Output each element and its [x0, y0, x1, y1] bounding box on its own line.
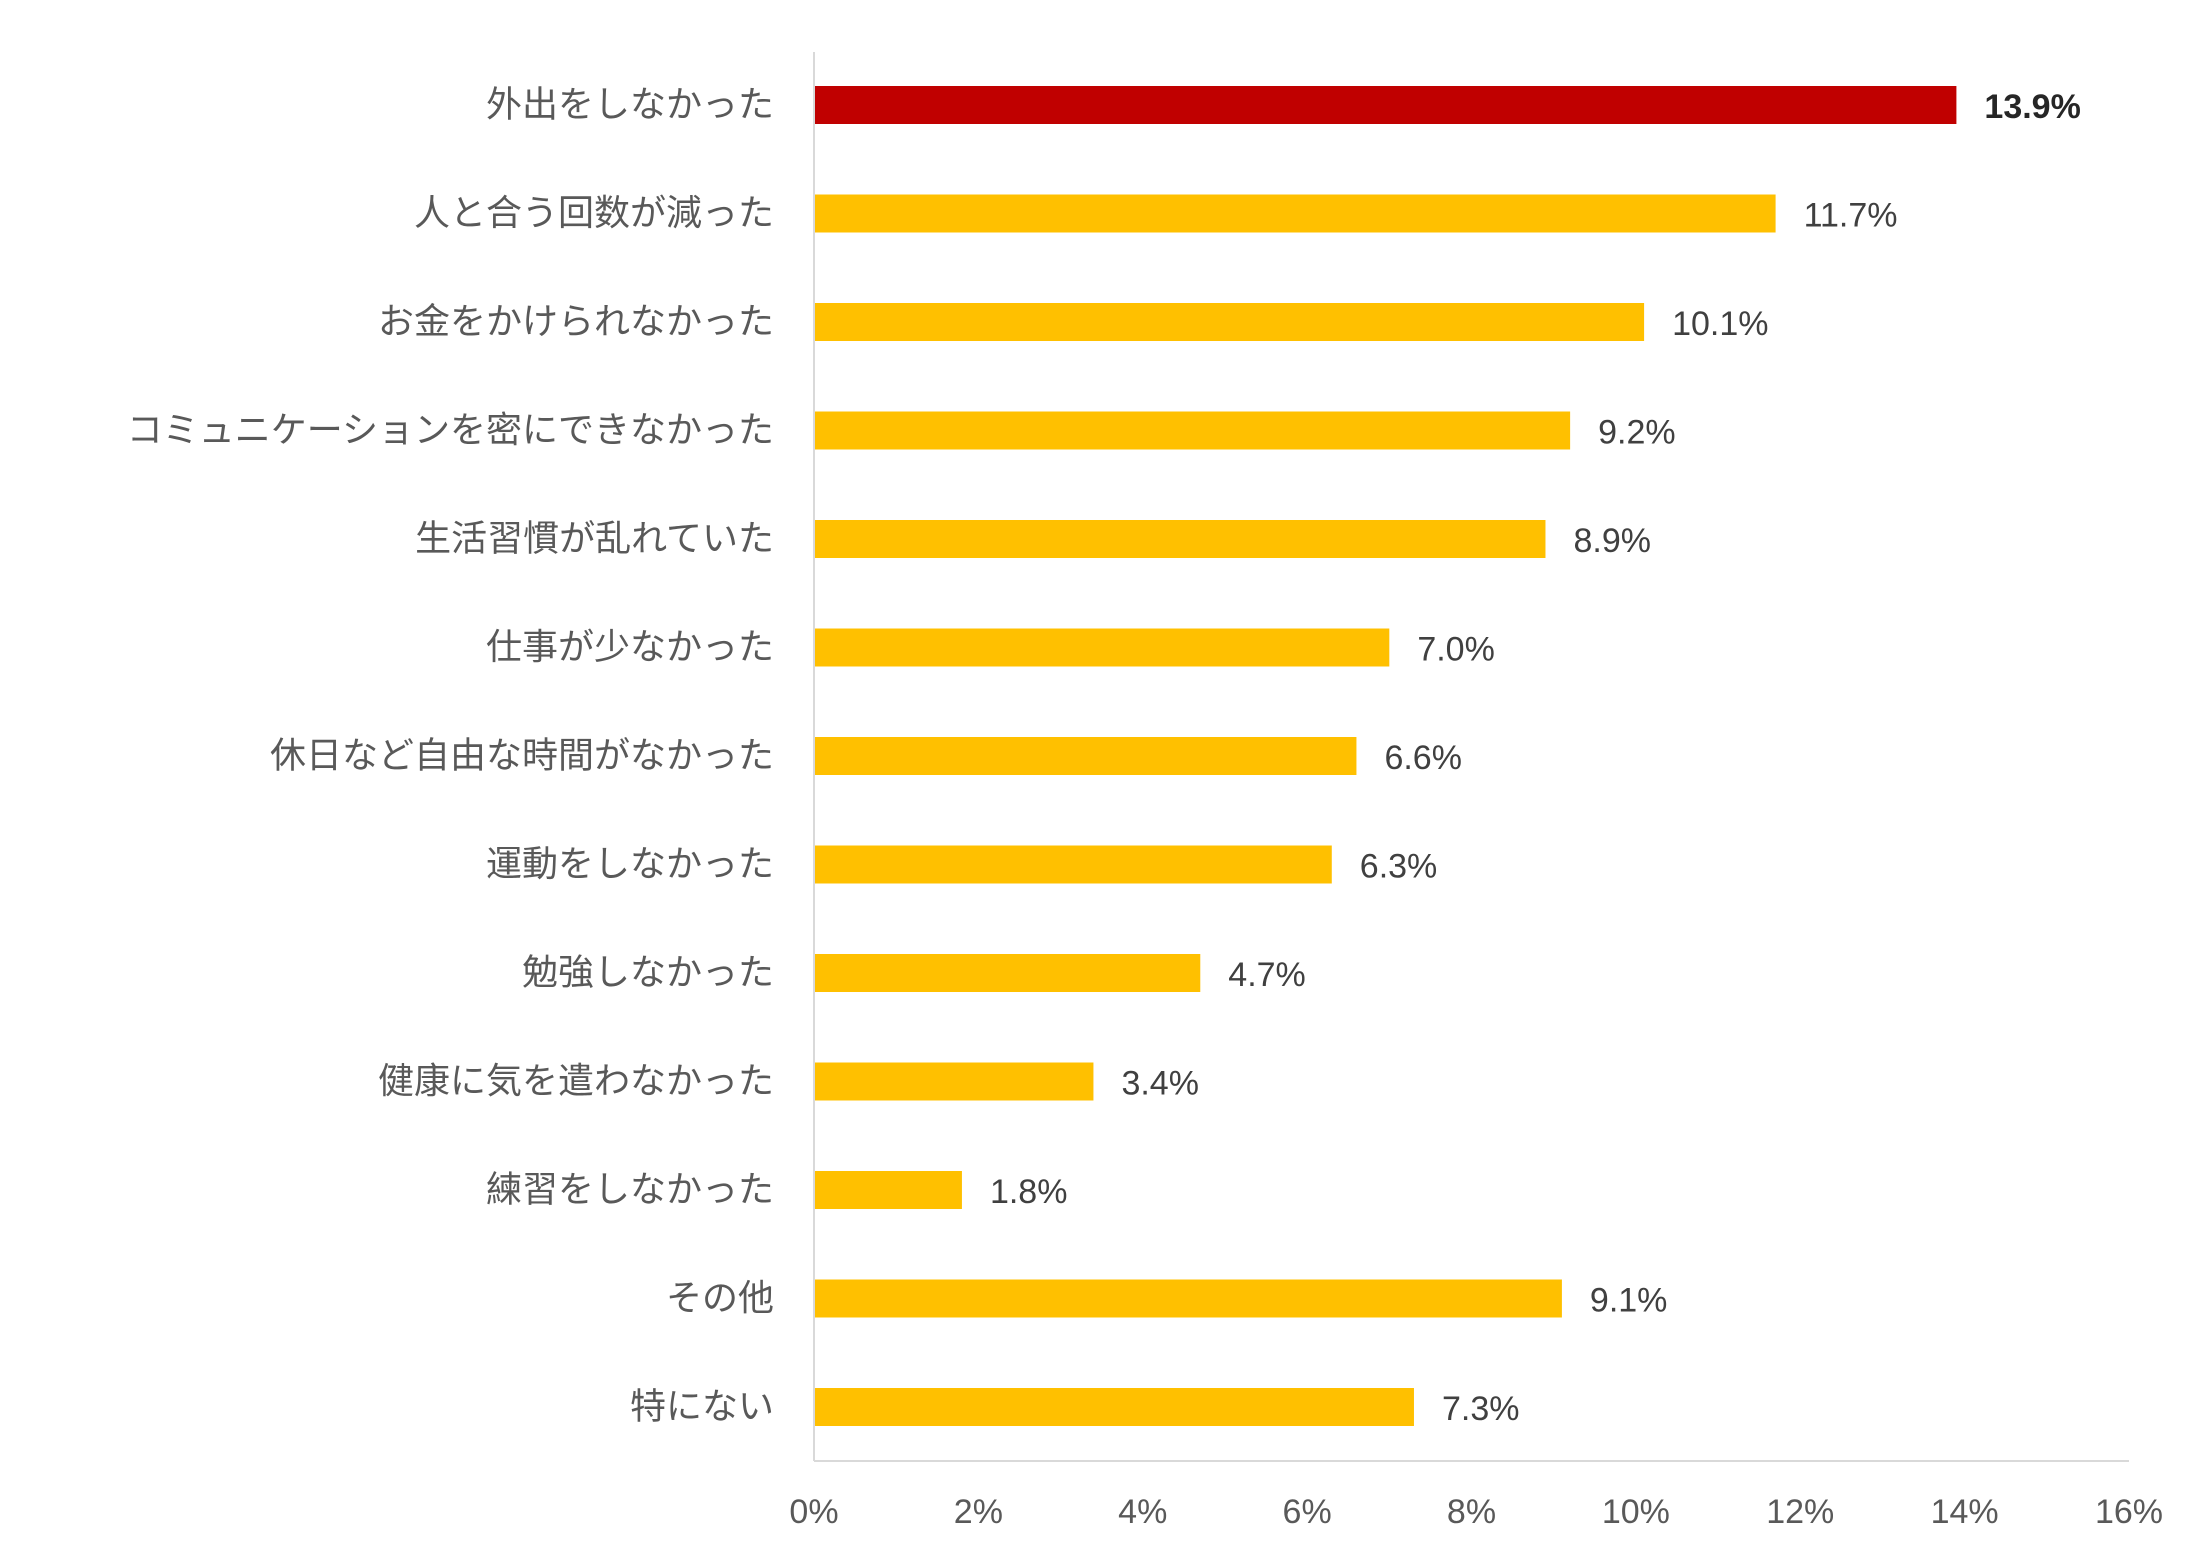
x-tick-label: 14% [1931, 1493, 1999, 1531]
category-label: 生活習慣が乱れていた [415, 519, 774, 560]
category-label: 健康に気を遣わなかった [378, 1061, 774, 1102]
bar [814, 194, 1776, 233]
bar [814, 1388, 1414, 1426]
data-label: 9.1% [1590, 1282, 1668, 1320]
data-label: 6.3% [1360, 848, 1438, 886]
x-tick-label: 16% [2095, 1493, 2163, 1531]
category-labels: 外出をしなかった人と合う回数が減ったお金をかけられなかったコミュニケーションを密… [127, 85, 774, 1428]
bar [814, 1062, 1094, 1101]
data-label: 3.4% [1121, 1065, 1199, 1103]
data-label: 4.7% [1228, 956, 1306, 994]
bar [814, 1171, 962, 1209]
data-label: 11.7% [1804, 197, 1898, 235]
bar [814, 954, 1201, 992]
category-label: コミュニケーションを密にできなかった [127, 410, 774, 451]
category-label: 仕事が少なかった [486, 627, 774, 668]
data-label: 6.6% [1384, 739, 1462, 777]
data-label: 13.9% [1984, 88, 2080, 126]
data-label: 8.9% [1573, 522, 1651, 560]
data-label: 7.3% [1442, 1390, 1520, 1428]
x-tick-label: 2% [954, 1493, 1003, 1531]
data-label: 7.0% [1417, 631, 1495, 669]
bar [814, 303, 1645, 341]
bar [814, 845, 1332, 884]
x-tick-label: 4% [1118, 1493, 1167, 1531]
category-label: 人と合う回数が減った [414, 193, 774, 234]
category-label: 特にない [630, 1387, 774, 1428]
data-label: 9.2% [1598, 414, 1676, 452]
category-label: その他 [666, 1278, 774, 1319]
x-tick-label: 12% [1766, 1493, 1834, 1531]
bars [814, 86, 1957, 1426]
category-label: 運動をしなかった [486, 844, 774, 885]
data-label: 10.1% [1672, 305, 1768, 343]
x-tick-label: 8% [1447, 1493, 1496, 1531]
x-tick-label: 6% [1283, 1493, 1332, 1531]
category-label: 外出をしなかった [486, 85, 774, 126]
data-label: 1.8% [990, 1173, 1068, 1211]
bar [814, 628, 1390, 667]
value-labels: 13.9% 11.7% 10.1% 9.2% 8.9% 7.0% 6.6% 6.3% 4.7% 3… [990, 88, 2081, 1428]
x-tick-label: 10% [1602, 1493, 1670, 1531]
bar [814, 520, 1546, 558]
bar [814, 86, 1957, 124]
x-tick-labels: 0% 2% 4% 6% 8% 10% 12% 14% 16% [789, 1493, 2163, 1531]
bar [814, 411, 1571, 450]
bar [814, 737, 1357, 775]
category-label: 休日など自由な時間がなかった [270, 736, 774, 777]
category-label: 練習をしなかった [486, 1170, 774, 1211]
x-tick-label: 0% [789, 1493, 838, 1531]
bar [814, 1279, 1562, 1318]
category-label: お金をかけられなかった [378, 302, 774, 343]
category-label: 勉強しなかった [522, 953, 774, 994]
